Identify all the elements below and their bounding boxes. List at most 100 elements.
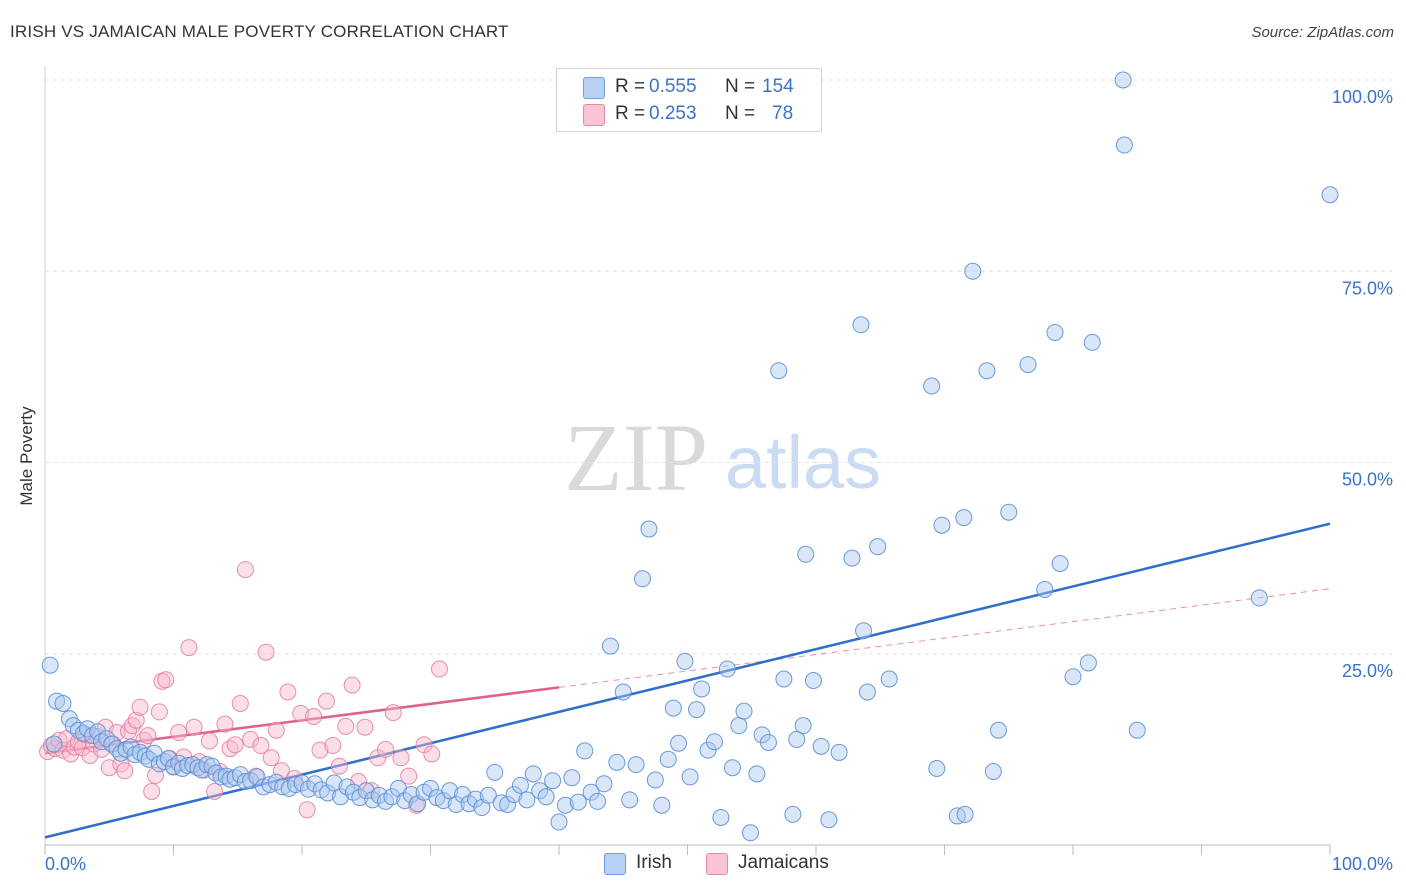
irish-point xyxy=(784,805,802,823)
irish-point xyxy=(681,768,699,786)
irish-point xyxy=(933,516,951,534)
jamaican-point xyxy=(131,698,149,716)
jamaican-point xyxy=(279,683,297,701)
irish-point xyxy=(41,656,59,674)
legend-irish-r-label: R = xyxy=(615,76,646,97)
jamaican-point xyxy=(231,694,249,712)
irish-point xyxy=(159,750,177,768)
irish-point xyxy=(383,788,401,806)
jamaican-point xyxy=(317,692,335,710)
jamaican-point xyxy=(139,727,157,745)
irish-point xyxy=(122,738,140,756)
irish-point xyxy=(89,723,107,741)
irish-point xyxy=(956,805,974,823)
irish-point xyxy=(173,760,191,777)
irish-point xyxy=(576,742,594,760)
irish-point xyxy=(820,811,838,829)
irish-point xyxy=(274,778,292,796)
jamaican-point xyxy=(170,724,188,742)
irish-point xyxy=(621,791,639,809)
chart-source: Source: ZipAtlas.com xyxy=(1251,24,1394,41)
irish-point xyxy=(1115,136,1133,154)
irish-point xyxy=(544,772,562,790)
irish-point xyxy=(48,692,66,710)
irish-point xyxy=(723,759,741,777)
irish-point xyxy=(556,796,574,814)
y-tick-label: 75.0% xyxy=(1342,278,1393,298)
irish-point xyxy=(923,377,941,395)
irish-point xyxy=(646,771,664,789)
irish-point xyxy=(1128,721,1146,739)
irish-point xyxy=(582,783,600,801)
irish-point xyxy=(664,699,682,717)
irish-point xyxy=(705,733,723,751)
irish-point xyxy=(608,753,626,771)
irish-point xyxy=(1019,356,1037,374)
irish-point xyxy=(486,763,504,781)
irish-point xyxy=(93,733,111,751)
irish-point xyxy=(653,796,671,814)
irish-point xyxy=(928,760,946,777)
irish-point xyxy=(569,793,587,811)
irish-point xyxy=(531,782,549,800)
y-tick-label: 100.0% xyxy=(1332,87,1393,107)
irish-point xyxy=(261,776,279,794)
jamaican-point xyxy=(330,757,348,775)
legend-irish-n-label: N = xyxy=(725,76,756,97)
irish-point xyxy=(231,766,249,784)
irish-point xyxy=(1051,554,1069,572)
irish-point xyxy=(830,743,848,761)
irish-point xyxy=(659,750,677,768)
tick-labels: 25.0% 50.0% 75.0% 100.0% 0.0% 100.0% xyxy=(45,87,1393,874)
irish-point xyxy=(1000,503,1018,521)
jamaican-point xyxy=(377,740,395,758)
irish-point xyxy=(287,776,305,794)
jamaican-point xyxy=(252,737,270,755)
irish-point xyxy=(351,789,369,807)
bottom-legend-irish-swatch xyxy=(604,853,626,875)
bottom-legend-jamaicans-swatch xyxy=(706,853,728,875)
x-tick-label: 100.0% xyxy=(1332,854,1393,874)
irish-point xyxy=(812,737,830,755)
irish-point xyxy=(1114,71,1132,89)
irish-point xyxy=(730,717,748,735)
irish-point xyxy=(718,660,736,678)
irish-point xyxy=(735,702,753,720)
jamaican-point xyxy=(400,767,418,785)
irish-point xyxy=(640,520,658,538)
irish-point xyxy=(797,545,815,563)
jamaican-point xyxy=(157,671,175,689)
jamaican-point xyxy=(356,718,374,736)
watermark-atlas: atlas xyxy=(725,421,881,504)
irish-point xyxy=(293,774,311,792)
jamaican-point xyxy=(257,643,275,661)
irish-point xyxy=(479,786,497,804)
irish-point xyxy=(492,794,510,812)
irish-point xyxy=(1064,668,1082,686)
irish-point xyxy=(741,824,759,842)
irish-point xyxy=(505,786,523,804)
irish-point xyxy=(978,362,996,380)
jamaican-point xyxy=(143,782,161,800)
jamaican-point xyxy=(226,736,244,754)
jamaican-point xyxy=(305,707,323,725)
irish-point xyxy=(788,730,806,748)
y-tick-label: 50.0% xyxy=(1342,470,1393,490)
irish-point xyxy=(537,788,555,806)
jamaican-point xyxy=(150,703,168,721)
jamaican-point xyxy=(267,721,285,739)
jamaican-point xyxy=(311,741,329,759)
irish-point xyxy=(325,774,343,792)
irish-point xyxy=(855,622,873,640)
data-points xyxy=(39,71,1339,842)
irish-point xyxy=(989,721,1007,739)
irish-point xyxy=(396,792,414,810)
irish-point xyxy=(563,769,581,787)
irish-point xyxy=(775,670,793,688)
jamaican-point xyxy=(337,717,355,735)
irish-point xyxy=(712,808,730,826)
legend-irish-r-value: 0.555 xyxy=(649,76,697,97)
legend-jamaicans-r-label: R = xyxy=(615,103,646,124)
irish-point xyxy=(699,741,717,759)
